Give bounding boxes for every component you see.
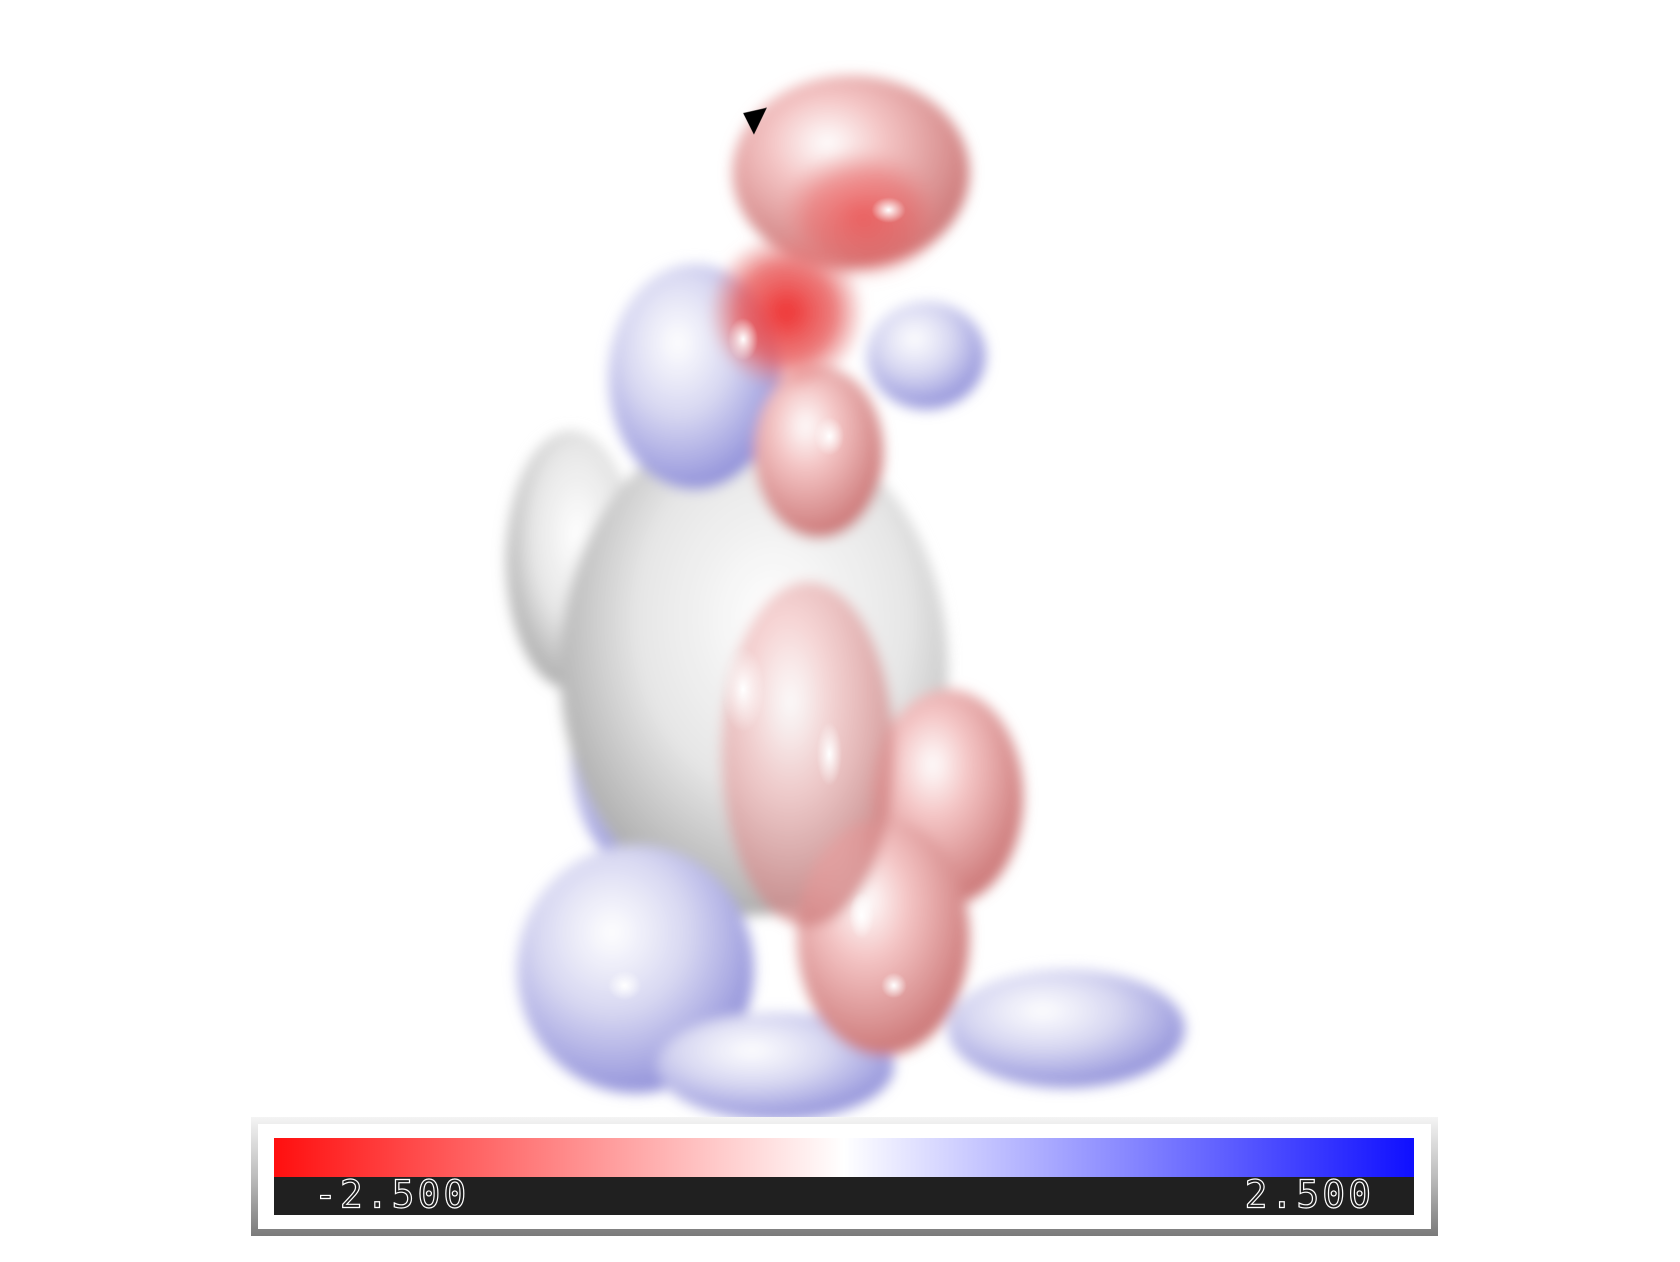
ramp-max-label: 2.500	[1245, 1173, 1374, 1217]
ramp-label-band	[274, 1177, 1414, 1215]
ramp-min-label: -2.500	[314, 1173, 469, 1217]
ramp-gradient	[274, 1138, 1414, 1177]
molecule-surface	[506, 75, 1185, 1121]
color-ramp: -2.500 2.500	[251, 1117, 1438, 1236]
